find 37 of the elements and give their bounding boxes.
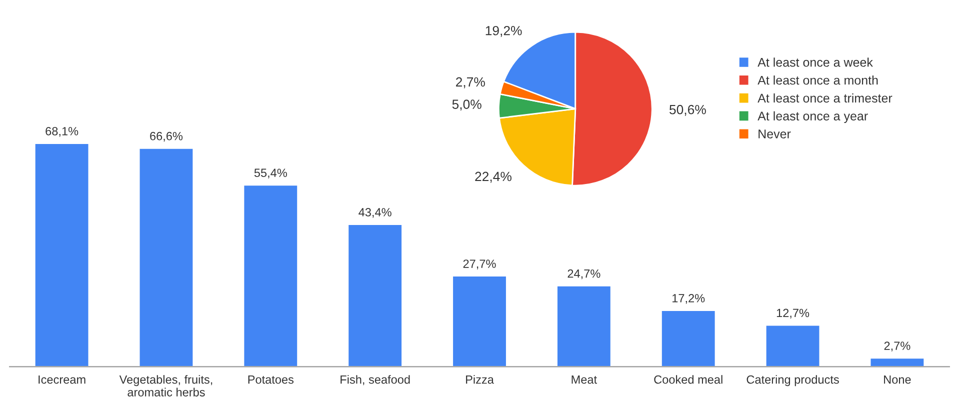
legend-label: At least once a week — [758, 58, 873, 67]
data-label: 55,4% — [254, 168, 287, 178]
data-label: 19,2% — [486, 26, 522, 37]
data-label: 24,7% — [568, 269, 600, 280]
x-tick-label: Meat — [572, 375, 597, 384]
data-label: 68,1% — [46, 127, 78, 137]
data-label: 50,6% — [670, 104, 706, 116]
bar — [556, 284, 612, 367]
data-label: 12,7% — [776, 308, 810, 319]
data-label: 22,4% — [475, 172, 512, 183]
bar — [452, 275, 508, 367]
data-label: 2,7% — [456, 77, 485, 88]
legend-label: At least once a year — [758, 111, 868, 123]
legend-label: Never — [758, 130, 791, 138]
x-tick-label: Icecream — [38, 375, 86, 384]
data-label: 27,7% — [463, 260, 496, 270]
data-label: 43,4% — [358, 208, 392, 218]
bar — [138, 147, 194, 367]
x-tick-label: Potatoes — [248, 375, 294, 384]
bar — [242, 184, 298, 367]
bar — [660, 310, 716, 367]
data-label: 17,2% — [672, 294, 705, 304]
x-tick-label: None — [884, 375, 911, 384]
legend-label: At least once a month — [758, 75, 878, 85]
data-label: 5,0% — [452, 100, 482, 111]
data-label: 66,6% — [150, 132, 183, 142]
bar — [764, 324, 821, 367]
data-label: 2,7% — [884, 342, 910, 352]
legend-label: At least once a trimester — [758, 93, 892, 103]
bar — [869, 357, 926, 367]
x-tick-label: Cooked meal — [654, 375, 722, 384]
bar — [34, 142, 90, 367]
bar — [347, 224, 403, 367]
x-tick-label: Fish, seafood — [340, 375, 410, 386]
x-tick-label: Catering products — [746, 375, 839, 386]
x-tick-label: Pizza — [466, 375, 494, 384]
x-tick-label: Vegetables, fruits, aromatic herbs — [119, 375, 212, 396]
